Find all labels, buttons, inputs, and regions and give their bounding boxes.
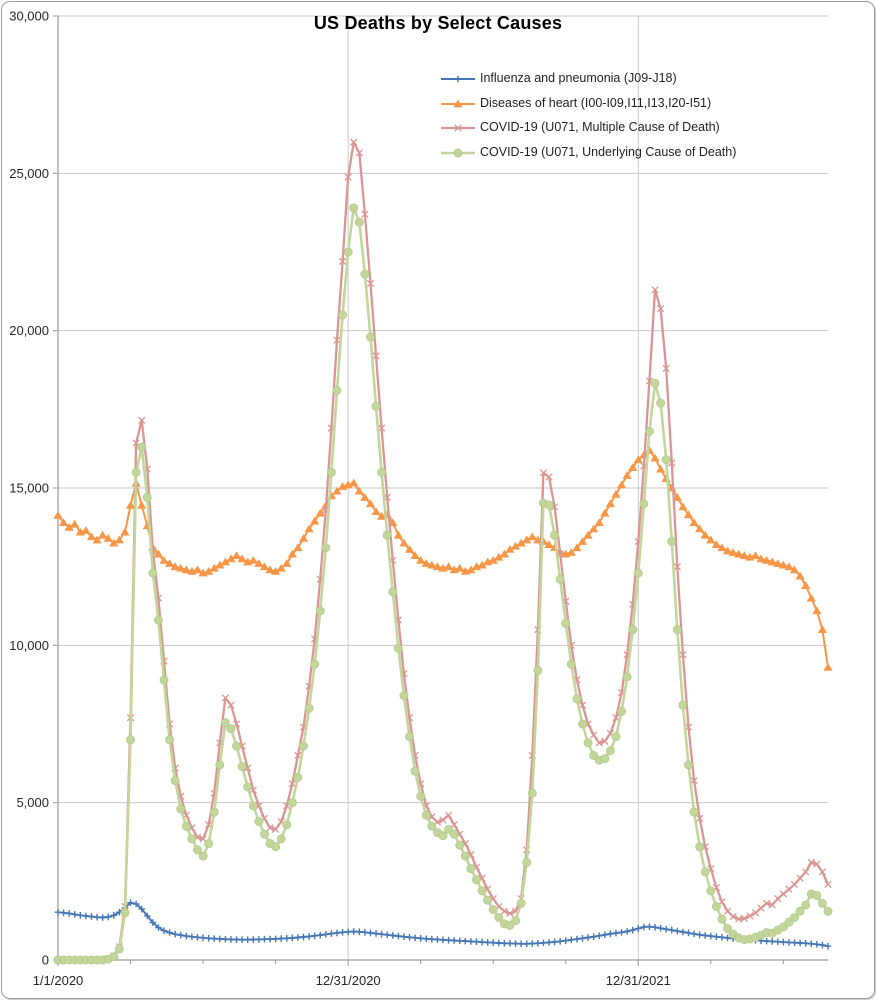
y-tick-label: 15,000: [9, 481, 49, 496]
x-tick-label: 1/1/2020: [33, 973, 84, 988]
legend-sample-line: [441, 99, 475, 108]
chart-title: US Deaths by Select Causes: [313, 13, 563, 33]
y-axis-labels: 0 5,000 10,000 15,000 20,000 25,000 30,000: [9, 9, 49, 968]
legend-label: Influenza and pneumonia (J09-J18): [480, 71, 677, 86]
y-tick-label: 20,000: [9, 323, 49, 338]
axes: [53, 15, 828, 966]
x-axis-labels: 1/1/2020 12/31/2020 12/31/2021: [33, 973, 671, 988]
legend-sample-line: [441, 148, 475, 158]
x-tick-label: 12/31/2021: [606, 973, 671, 988]
legend-item-covid-underlying-cause: COVID-19 (U071, Underlying Cause of Deat…: [441, 140, 736, 165]
series-heart-disease: [53, 445, 833, 671]
legend-label: COVID-19 (U071, Underlying Cause of Deat…: [480, 144, 737, 159]
legend-label: COVID-19 (U071, Multiple Cause of Death): [480, 120, 720, 135]
legend-item-covid-multiple-cause: COVID-19 (U071, Multiple Cause of Death): [441, 115, 736, 140]
legend-item-heart-disease: Diseases of heart (I00-I09,I11,I13,I20-I…: [441, 91, 736, 116]
y-tick-label: 10,000: [9, 638, 49, 653]
legend-sample-line: [441, 124, 475, 132]
x-tick-label: 12/31/2020: [316, 973, 381, 988]
series-covid-multiple-cause: [54, 138, 832, 964]
circle-marker-icon: [441, 146, 475, 158]
y-tick-label: 0: [42, 953, 49, 968]
series-heart-disease-line: [57, 449, 829, 668]
y-tick-label: 30,000: [9, 9, 49, 24]
series-covid-underlying-cause-markers: [53, 203, 833, 965]
legend: Influenza and pneumonia (J09-J18) Diseas…: [441, 66, 736, 164]
series-covid-underlying-cause-line: [58, 206, 830, 962]
x-marker-icon: [441, 121, 475, 133]
legend-label: Diseases of heart (I00-I09,I11,I13,I20-I…: [480, 95, 712, 110]
legend-sample-line: [441, 75, 475, 83]
series-covid-underlying-cause: [53, 203, 833, 965]
gridlines: [58, 15, 828, 960]
plus-marker-icon: [441, 72, 475, 84]
y-tick-label: 25,000: [9, 166, 49, 181]
triangle-marker-icon: [441, 97, 475, 109]
legend-item-influenza-pneumonia: Influenza and pneumonia (J09-J18): [441, 66, 736, 91]
y-tick-label: 5,000: [16, 795, 49, 810]
series-heart-disease-markers: [53, 445, 833, 671]
